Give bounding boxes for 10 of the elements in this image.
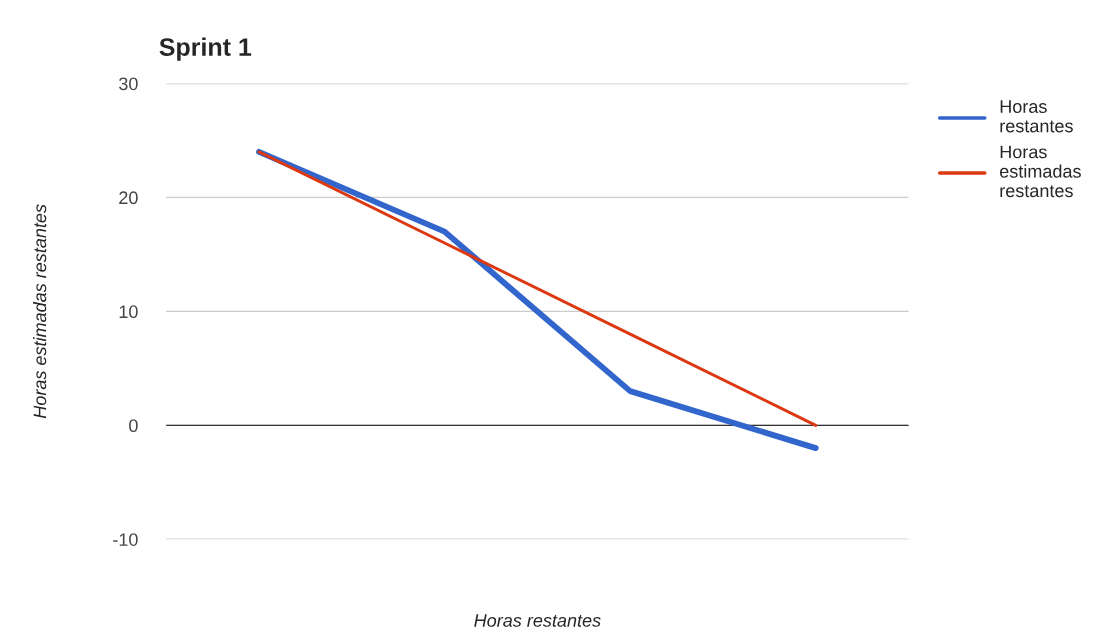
x-axis-title: Horas restantes <box>474 614 601 627</box>
legend-label: Horas estimadas restantes <box>1000 145 1081 198</box>
y-tick-label: -10 <box>113 533 138 546</box>
y-tick-label: 20 <box>119 191 138 205</box>
y-tick-label: 30 <box>119 77 138 91</box>
y-tick-label: 10 <box>119 305 138 319</box>
chart-title: Sprint 1 <box>159 37 252 61</box>
legend-label: Horas restantes <box>1000 100 1073 133</box>
y-axis-title: Horas estimadas restantes <box>33 204 47 419</box>
y-tick-label: 0 <box>129 419 138 433</box>
